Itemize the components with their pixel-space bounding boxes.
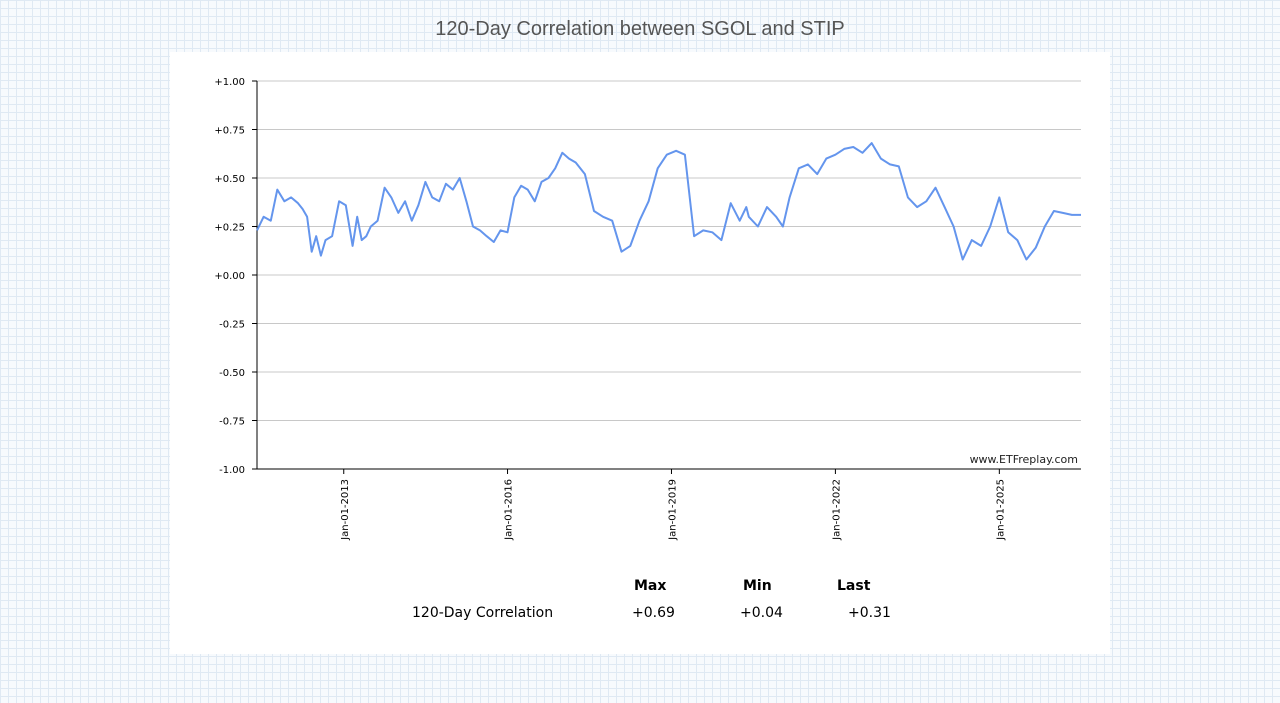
watermark-text: www.ETFreplay.com	[970, 453, 1078, 466]
y-tick-label: -0.25	[219, 320, 245, 331]
y-tick-label: +1.00	[214, 77, 245, 88]
y-tick-label: -0.75	[219, 417, 245, 428]
y-tick-label: -0.50	[219, 368, 245, 379]
chart-panel: +1.00 +0.75 +0.50 +0.25 +0.00 -0.25 -0.50 -0.75…	[170, 52, 1110, 654]
y-tick-label: +0.75	[214, 126, 245, 137]
x-tick-label: Jan-01-2022	[831, 479, 842, 541]
grid-layer	[257, 80, 1081, 470]
axis-layer: +1.00 +0.75 +0.50 +0.25 +0.00 -0.25 -0.50 -0.75…	[214, 77, 1081, 541]
correlation-chart: +1.00 +0.75 +0.50 +0.25 +0.00 -0.25 -0.50 -0.75…	[214, 77, 1081, 541]
y-tick-label: -1.00	[219, 465, 245, 476]
y-tick-label: +0.25	[214, 223, 245, 234]
x-tick-label: Jan-01-2016	[504, 479, 515, 541]
correlation-series-line	[256, 142, 1081, 261]
page-title: 120-Day Correlation between SGOL and STI…	[435, 18, 845, 40]
x-tick-label: Jan-01-2013	[340, 479, 351, 541]
y-tick-label: +0.50	[214, 174, 245, 185]
x-tick-label: Jan-01-2019	[667, 479, 678, 541]
y-tick-label: +0.00	[214, 271, 245, 282]
series-layer	[256, 142, 1081, 261]
x-tick-label: Jan-01-2025	[995, 479, 1006, 541]
